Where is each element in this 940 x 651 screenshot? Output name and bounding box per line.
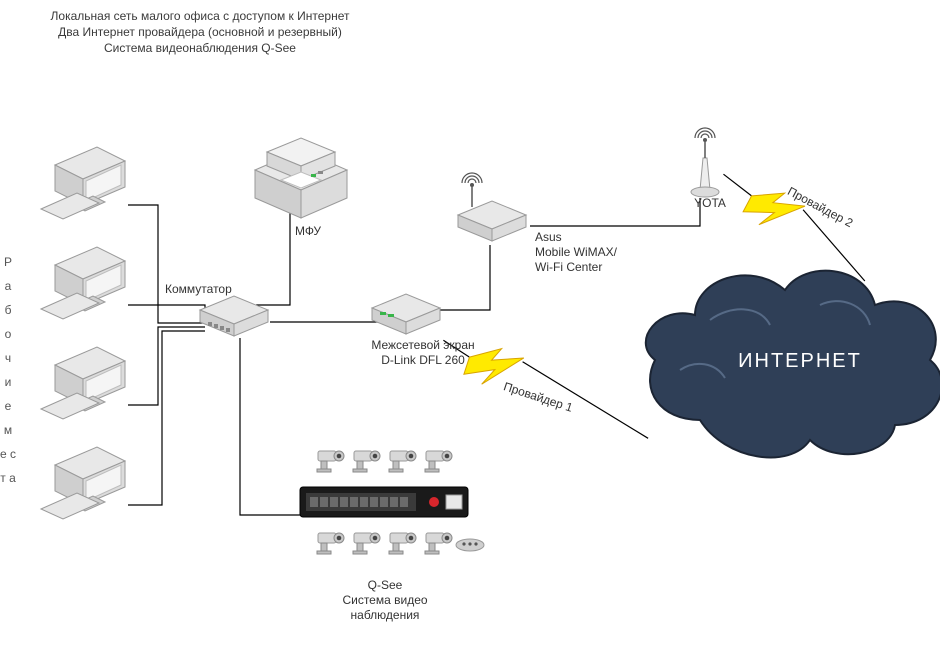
cloud-label: ИНТЕРНЕТ [690, 350, 910, 373]
workstations-vertical-label: Р а б о ч и е м е с т а [0, 250, 16, 490]
workstation-1 [41, 147, 125, 219]
yota-antenna [691, 128, 719, 197]
mfu-label: МФУ [278, 224, 338, 239]
mfu-printer [255, 138, 347, 218]
workstation-2 [41, 247, 125, 319]
workstation-3 [41, 347, 125, 419]
switch-device [200, 296, 268, 336]
title-line3: Система видеонаблюдения Q-See [20, 40, 380, 56]
asus-label: Asus Mobile WiMAX/ Wi-Fi Center [535, 230, 645, 275]
switch-label: Коммутатор [165, 282, 275, 297]
diagram-stage [0, 0, 940, 651]
diagram-title: Локальная сеть малого офиса с доступом к… [20, 8, 380, 57]
asus-router [458, 173, 526, 241]
title-line1: Локальная сеть малого офиса с доступом к… [20, 8, 380, 24]
qsee-system [300, 451, 484, 554]
workstation-4 [41, 447, 125, 519]
yota-label: YOTA [680, 196, 740, 211]
firewall-label: Межсетевой экран D-Link DFL 260 [348, 338, 498, 368]
qsee-label: Q-See Система видео наблюдения [320, 578, 450, 623]
firewall-device [372, 294, 440, 334]
title-line2: Два Интернет провайдера (основной и резе… [20, 24, 380, 40]
